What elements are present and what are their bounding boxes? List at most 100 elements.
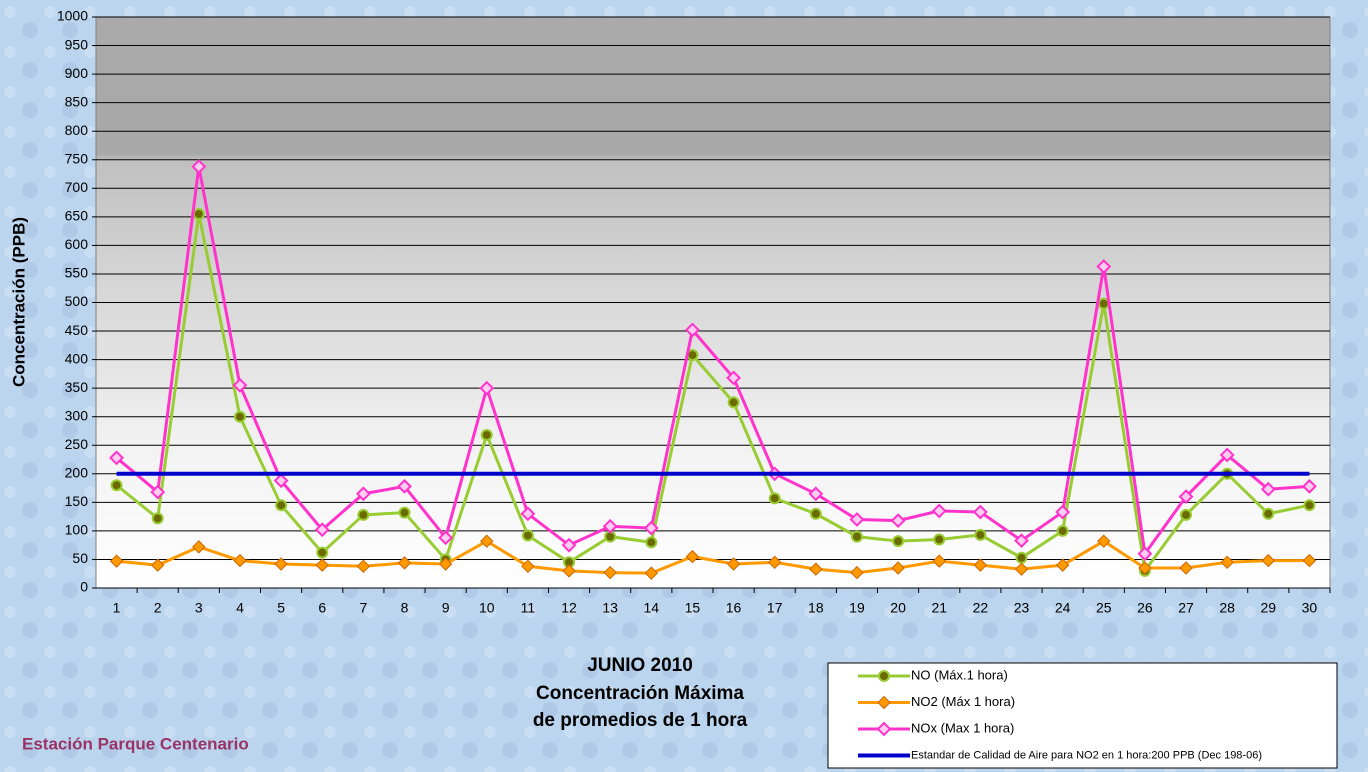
marker	[275, 499, 288, 512]
marker	[274, 557, 288, 571]
y-tick-label: 800	[65, 122, 89, 138]
marker	[890, 513, 906, 529]
x-tick-label: 14	[644, 600, 660, 616]
marker	[233, 410, 246, 423]
x-tick-label: 15	[685, 600, 701, 616]
marker	[1015, 551, 1028, 564]
marker	[643, 520, 659, 536]
marker	[438, 557, 453, 571]
marker	[150, 484, 166, 500]
x-tick-label: 11	[521, 600, 536, 616]
marker	[876, 721, 892, 737]
x-tick-label: 29	[1261, 600, 1277, 616]
y-tick-label: 450	[65, 322, 89, 338]
marker	[1097, 534, 1111, 548]
marker	[685, 322, 700, 338]
marker	[1014, 533, 1029, 549]
station-annotation: Estación Parque Centenario	[22, 734, 249, 753]
marker	[191, 159, 207, 175]
x-tick-label: 30	[1302, 600, 1318, 616]
marker	[1302, 478, 1317, 494]
marker	[1178, 489, 1194, 505]
y-tick-label: 0	[80, 579, 88, 595]
marker	[767, 555, 782, 570]
marker	[1260, 481, 1276, 497]
marker	[150, 558, 165, 572]
y-tick-label: 150	[65, 493, 89, 509]
marker	[109, 450, 124, 466]
marker	[932, 554, 946, 568]
marker	[356, 559, 371, 574]
marker	[1261, 553, 1276, 568]
marker	[1055, 558, 1070, 572]
marker	[357, 508, 370, 521]
marker	[316, 546, 329, 559]
x-tick-label: 21	[931, 600, 947, 616]
x-tick-label: 27	[1178, 600, 1194, 616]
marker	[972, 504, 988, 520]
marker	[877, 695, 891, 710]
marker	[480, 534, 494, 548]
series-line	[116, 539, 1310, 575]
marker	[727, 396, 740, 409]
x-tick-label: 28	[1219, 600, 1235, 616]
marker	[973, 558, 988, 572]
marker	[1096, 259, 1112, 274]
legend-label: NOx (Max 1 hora)	[911, 720, 1014, 735]
marker	[1220, 555, 1234, 570]
x-tick-label: 24	[1055, 600, 1071, 616]
y-tick-label: 550	[65, 265, 89, 281]
marker	[808, 486, 824, 502]
x-tick-label: 7	[359, 600, 367, 616]
marker	[232, 377, 248, 393]
y-tick-label: 350	[65, 379, 89, 395]
x-tick-label: 5	[277, 600, 285, 616]
marker	[110, 479, 123, 492]
marker	[562, 564, 576, 578]
x-tick-label: 25	[1096, 600, 1112, 616]
marker	[151, 512, 164, 525]
marker	[1179, 561, 1193, 575]
marker	[233, 553, 247, 568]
y-tick-label: 400	[65, 350, 89, 366]
y-tick-label: 650	[65, 208, 89, 224]
y-tick-label: 700	[65, 179, 89, 195]
marker	[438, 530, 454, 546]
marker	[878, 670, 890, 682]
y-tick-label: 850	[65, 93, 89, 109]
marker	[726, 557, 741, 571]
marker	[603, 565, 617, 580]
marker	[850, 530, 863, 543]
legend-label: NO2 (Máx 1 hora)	[911, 694, 1015, 709]
chart-title: JUNIO 2010	[587, 655, 693, 676]
marker	[1302, 553, 1317, 568]
marker	[1262, 507, 1275, 520]
marker	[726, 370, 741, 386]
x-tick-label: 17	[767, 600, 783, 616]
marker	[891, 561, 905, 575]
x-tick-label: 6	[318, 600, 326, 616]
y-tick-label: 950	[65, 36, 89, 52]
marker	[1014, 562, 1029, 576]
marker	[809, 507, 822, 520]
legend-label: Estandar de Calidad de Aire para NO2 en …	[911, 749, 1262, 761]
marker	[933, 533, 946, 546]
y-tick-label: 900	[65, 65, 89, 81]
y-tick-label: 600	[65, 236, 89, 252]
x-tick-label: 22	[973, 600, 989, 616]
marker	[974, 528, 987, 541]
marker	[931, 503, 947, 519]
marker	[109, 554, 124, 568]
y-axis-label: Concentración (PPB)	[9, 217, 28, 387]
marker	[398, 506, 411, 519]
x-tick-label: 8	[401, 600, 409, 616]
x-tick-label: 13	[602, 600, 618, 616]
marker	[602, 518, 618, 534]
marker	[1138, 561, 1152, 575]
x-tick-label: 2	[154, 600, 162, 616]
x-tick-label: 19	[849, 600, 865, 616]
marker	[1303, 499, 1316, 512]
x-tick-label: 10	[479, 600, 495, 616]
series-line	[115, 166, 1310, 558]
